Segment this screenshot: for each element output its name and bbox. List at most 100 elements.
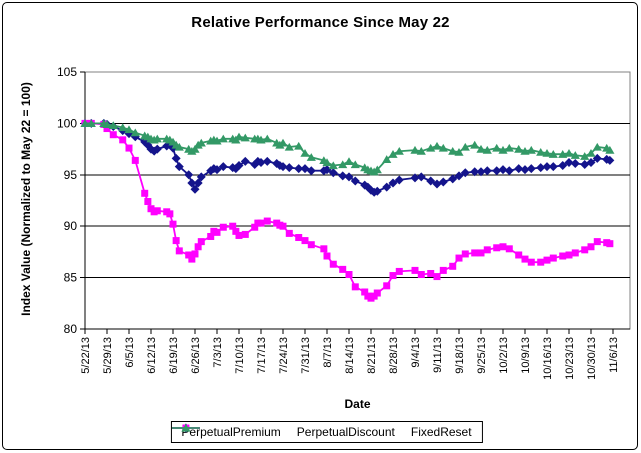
data-point-marker (196, 138, 206, 147)
data-point-marker (339, 265, 347, 273)
legend-marker-shape (180, 423, 191, 432)
data-point-marker (171, 153, 181, 163)
data-point-marker (586, 157, 596, 167)
chart-legend: PerpetualPremium PerpetualDiscount FixedRe… (170, 421, 483, 443)
data-point-marker (543, 256, 551, 264)
data-point-marker (212, 165, 222, 175)
data-point-marker (504, 143, 514, 152)
data-point-marker (498, 145, 508, 154)
data-point-marker (449, 262, 457, 270)
x-tick-label: 6/26/13 (190, 337, 202, 374)
data-point-marker (492, 166, 502, 176)
x-tick-label: 6/19/13 (168, 337, 180, 374)
x-tick-label: 7/17/13 (256, 337, 268, 374)
data-point-marker (240, 133, 250, 142)
x-tick-label: 7/10/13 (234, 337, 246, 374)
data-point-marker (130, 128, 140, 137)
data-point-marker (323, 252, 331, 260)
data-point-marker (520, 165, 530, 175)
data-point-marker (570, 151, 580, 159)
data-point-marker (218, 134, 228, 143)
data-point-marker (251, 223, 259, 231)
data-point-marker (593, 238, 601, 246)
data-point-marker (295, 234, 303, 242)
x-tick-label: 10/16/13 (542, 337, 554, 380)
legend-marker-triangle-icon (171, 423, 200, 432)
x-tick-label: 9/18/13 (454, 337, 466, 374)
data-point-marker (300, 149, 310, 157)
data-point-marker (477, 249, 485, 257)
data-point-marker (439, 266, 447, 274)
data-point-marker (284, 142, 294, 151)
x-tick-label: 8/7/13 (322, 337, 334, 368)
data-point-marker (306, 153, 316, 161)
x-tick-label: 6/5/13 (124, 337, 136, 368)
data-point-marker (521, 255, 529, 263)
data-point-marker (320, 245, 328, 253)
y-tick-label: 95 (64, 168, 78, 182)
data-point-marker (373, 289, 381, 297)
data-point-marker (187, 178, 197, 188)
data-point-marker (102, 120, 112, 129)
data-point-marker (388, 178, 398, 188)
data-point-marker (294, 141, 304, 150)
data-point-marker (416, 146, 426, 155)
data-point-marker (338, 160, 348, 169)
data-point-marker (152, 144, 162, 154)
data-point-marker (118, 123, 128, 132)
data-point-marker (256, 157, 266, 167)
data-point-marker (455, 254, 463, 262)
data-point-marker (153, 207, 161, 215)
data-point-marker (175, 247, 183, 255)
data-point-marker (263, 217, 271, 225)
data-point-marker (515, 251, 523, 259)
data-point-marker (448, 146, 458, 155)
data-point-marker (454, 171, 464, 181)
data-point-marker (592, 142, 602, 151)
data-point-marker (438, 143, 448, 152)
x-tick-label: 5/22/13 (80, 337, 92, 374)
data-point-marker (410, 173, 420, 183)
x-tick-label: 10/23/13 (564, 337, 576, 380)
data-point-marker (498, 165, 508, 175)
data-point-marker (586, 149, 596, 157)
data-point-marker (328, 168, 338, 178)
data-point-marker (338, 171, 348, 181)
data-point-marker (234, 132, 244, 141)
data-point-marker (482, 145, 492, 154)
legend-label: PerpetualDiscount (296, 425, 395, 439)
data-point-marker (213, 228, 221, 236)
data-point-marker (427, 269, 435, 277)
data-point-marker (86, 119, 96, 127)
x-tick-label: 9/11/13 (432, 337, 444, 373)
data-point-marker (471, 249, 479, 257)
legend-label: FixedReset (410, 425, 472, 439)
chart-title: Relative Performance Since May 22 (191, 14, 450, 31)
data-point-marker (322, 158, 332, 167)
data-point-marker (559, 252, 567, 260)
data-point-marker (492, 143, 502, 152)
data-point-marker (564, 149, 574, 157)
data-point-marker (493, 244, 501, 252)
data-point-marker (250, 160, 260, 170)
data-point-marker (564, 157, 574, 167)
data-point-marker (80, 119, 90, 127)
data-point-marker (172, 237, 180, 245)
data-point-marker (278, 138, 288, 147)
data-point-marker (606, 240, 614, 248)
data-point-marker (461, 250, 469, 258)
data-point-marker (460, 142, 470, 151)
data-point-marker (382, 155, 392, 163)
series-perpetualdiscount (81, 119, 614, 302)
legend-item-fixedreset: FixedReset (171, 423, 472, 439)
data-point-marker (169, 220, 177, 228)
data-point-marker (504, 166, 514, 176)
data-point-marker (212, 136, 222, 145)
data-point-marker (395, 267, 403, 275)
data-point-marker (571, 249, 579, 257)
data-point-marker (207, 232, 215, 240)
data-point-marker (350, 160, 360, 169)
x-tick-label: 8/28/13 (388, 337, 400, 374)
data-point-marker (119, 136, 127, 144)
y-tick-label: 105 (57, 65, 77, 79)
